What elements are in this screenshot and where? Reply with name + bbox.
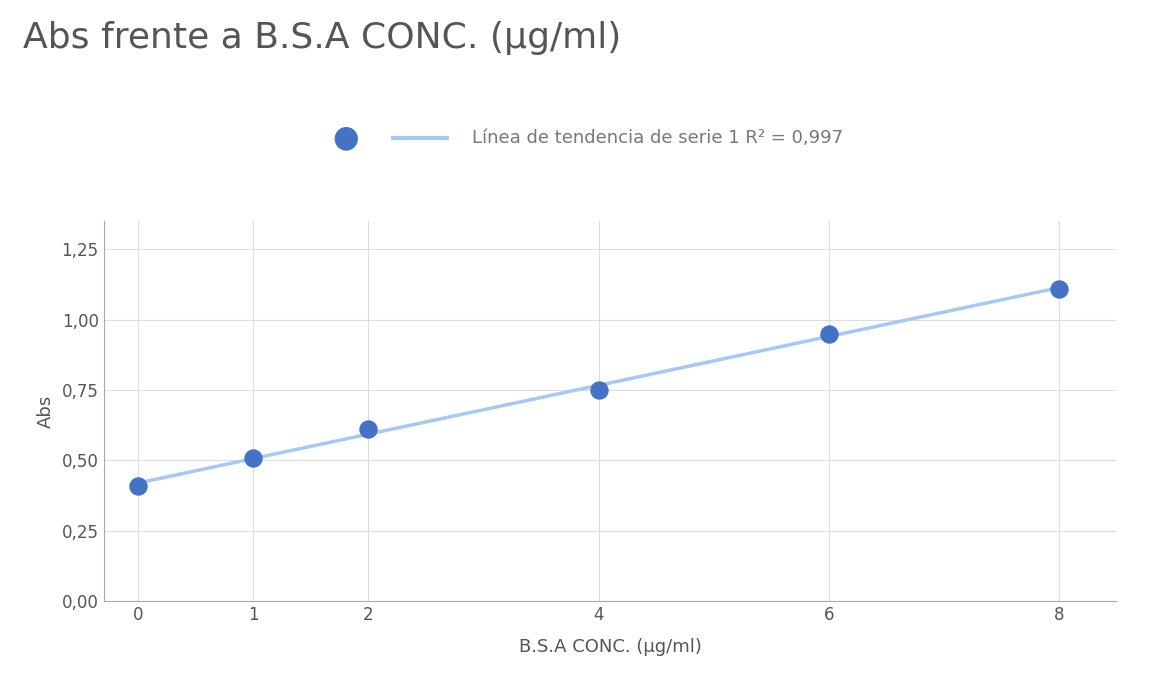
Point <box>820 328 838 339</box>
Point <box>1050 283 1068 294</box>
Point <box>244 452 262 463</box>
Point <box>129 480 147 491</box>
Text: ●: ● <box>331 124 359 153</box>
Point <box>359 424 378 435</box>
X-axis label: B.S.A CONC. (μg/ml): B.S.A CONC. (μg/ml) <box>519 638 701 656</box>
Point <box>589 384 608 395</box>
Text: Abs frente a B.S.A CONC. (μg/ml): Abs frente a B.S.A CONC. (μg/ml) <box>23 21 622 55</box>
Text: Línea de tendencia de serie 1 R² = 0,997: Línea de tendencia de serie 1 R² = 0,997 <box>472 129 843 147</box>
Y-axis label: Abs: Abs <box>37 395 54 428</box>
